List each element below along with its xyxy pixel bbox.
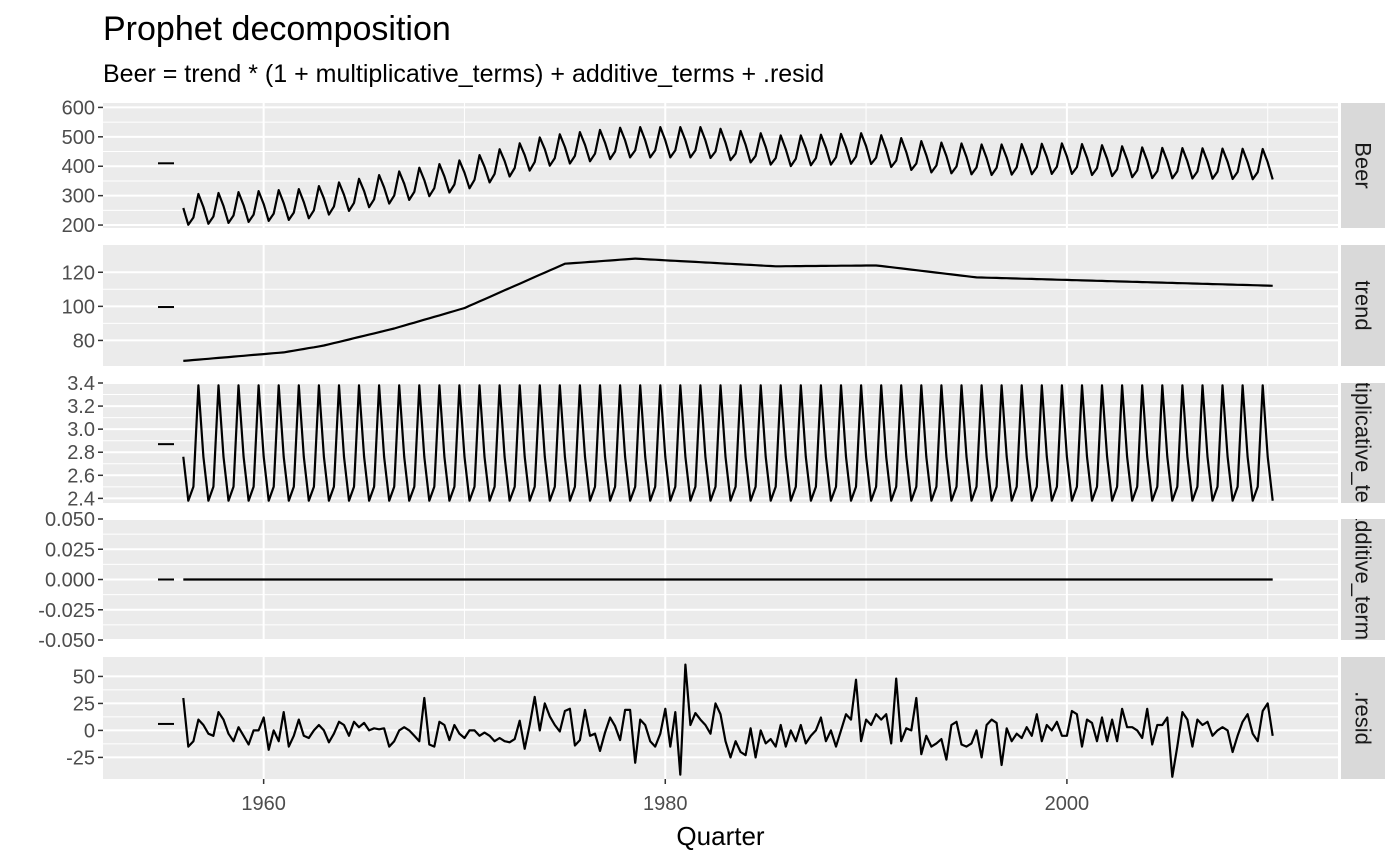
y-tick-label-trend: 100 (62, 296, 95, 318)
strip-label-group-multiplicative-terms: multiplicative_terms (1351, 346, 1376, 539)
series-line-trend (183, 257, 1273, 362)
strip-resid (1341, 657, 1385, 779)
x-axis-title: Quarter (676, 821, 764, 851)
y-tick-label-multiplicative-terms: 2.4 (67, 488, 95, 510)
chart-subtitle: Beer = trend * (1 + multiplicative_terms… (103, 60, 825, 88)
series-line-multiplicative-terms (182, 384, 1274, 502)
y-tick-label-beer: 500 (62, 127, 95, 149)
strip-label-multiplicative-terms: multiplicative_terms (1351, 346, 1376, 539)
y-tick-label-resid: 0 (84, 720, 95, 742)
y-tick-label-multiplicative-terms: 3.2 (67, 396, 95, 418)
x-tick-label: 1960 (241, 793, 286, 815)
y-tick-label-trend: 80 (73, 330, 95, 352)
y-tick-label-additive-terms: -0.025 (38, 600, 95, 622)
y-tick-label-resid: -25 (66, 747, 95, 769)
strip-label-beer: Beer (1351, 142, 1376, 188)
x-tick-label: 1980 (643, 793, 688, 815)
y-tick-label-trend: 120 (62, 262, 95, 284)
y-tick-label-beer: 400 (62, 156, 95, 178)
y-tick-label-resid: 50 (73, 666, 95, 688)
y-tick-label-additive-terms: 0.025 (45, 539, 95, 561)
series-line-resid (182, 663, 1274, 778)
y-tick-label-additive-terms: -0.050 (38, 630, 95, 652)
y-tick-label-beer: 200 (62, 215, 95, 237)
strip-label-group-trend: trend (1351, 280, 1376, 330)
strip-multiplicative-terms (1341, 383, 1385, 503)
y-tick-label-additive-terms: 0.050 (45, 509, 95, 531)
y-tick-label-beer: 600 (62, 97, 95, 119)
strip-label-group-additive-terms: additive_terms (1351, 508, 1376, 651)
strip-label-additive-terms: additive_terms (1351, 508, 1376, 651)
strip-trend (1341, 245, 1385, 366)
y-tick-label-additive-terms: 0.000 (45, 570, 95, 592)
y-tick-label-multiplicative-terms: 2.6 (67, 465, 95, 487)
strip-label-trend: trend (1351, 280, 1376, 330)
y-tick-label-multiplicative-terms: 2.8 (67, 442, 95, 464)
chart-title: Prophet decomposition (103, 10, 451, 48)
strip-label-group-resid: .resid (1351, 691, 1376, 745)
strip-label-resid: .resid (1351, 691, 1376, 745)
series-line-beer (182, 125, 1274, 226)
x-tick-label: 2000 (1045, 793, 1090, 815)
y-tick-label-multiplicative-terms: 3.4 (67, 373, 95, 395)
y-tick-label-beer: 300 (62, 186, 95, 208)
y-tick-label-multiplicative-terms: 3.0 (67, 419, 95, 441)
strip-additive-terms (1341, 519, 1385, 640)
strip-label-group-beer: Beer (1351, 142, 1376, 188)
y-tick-label-resid: 25 (73, 693, 95, 715)
strip-beer (1341, 103, 1385, 228)
